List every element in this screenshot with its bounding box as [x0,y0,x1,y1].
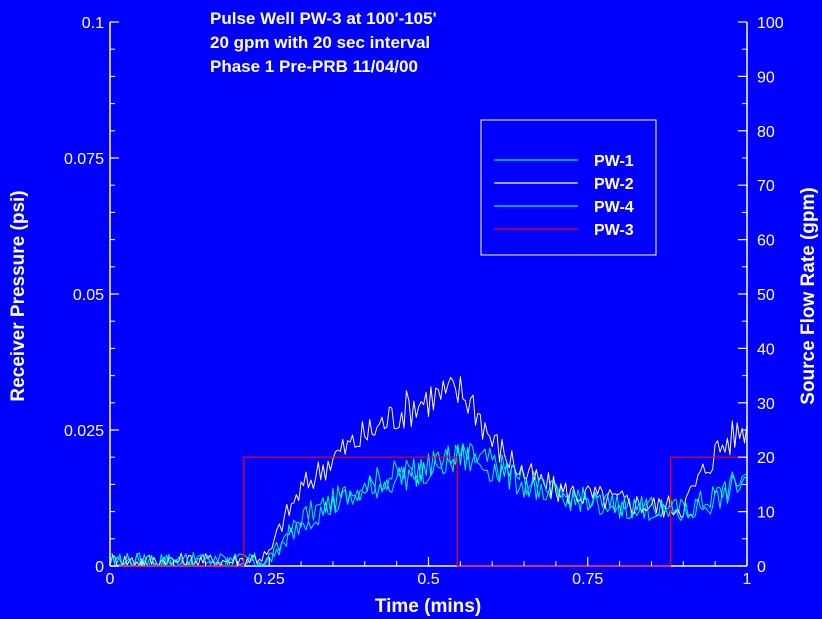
y-right-tick-label: 20 [757,450,775,467]
y-axis-left-label: Receiver Pressure (psi) [8,190,29,401]
x-tick-label: 1 [743,571,752,588]
chart-title-line-3: Phase 1 Pre-PRB 11/04/00 [210,57,418,76]
y-left-tick-label: 0 [95,559,104,576]
y-right-tick-label: 30 [757,396,775,413]
plot-frame [109,22,748,567]
y-right-tick-label: 60 [757,233,775,250]
chart-title-line-1: Pulse Well PW-3 at 100'-105' [210,9,437,28]
series-line-pw-2 [109,376,748,567]
legend-label-pw-4: PW-4 [594,199,634,216]
y-right-tick-label: 10 [757,505,775,522]
y-right-tick-label: 50 [757,287,775,304]
y-axis-right-label: Source Flow Rate (gpm) [798,187,819,404]
x-tick-label: 0 [106,571,115,588]
y-right-tick-label: 90 [757,69,775,86]
y-left-tick-label: 0.025 [64,423,104,440]
ticks-layer: 0 0.25 0.5 0.75 100.0250.050.0750.1010203040… [64,15,784,588]
x-tick-label: 0.5 [417,571,439,588]
y-left-tick-label: 0.05 [73,287,104,304]
y-right-tick-label: 100 [757,15,784,32]
y-left-tick-label: 0.075 [64,151,104,168]
legend-label-pw-1: PW-1 [594,153,634,170]
y-left-tick-label: 0.1 [82,15,104,32]
x-tick-label: 0.25 [254,571,285,588]
y-right-tick-label: 80 [757,124,775,141]
legend: PW-1 PW-2 PW-4 PW-3 [480,119,657,256]
x-axis-label: Time (mins) [375,596,481,617]
series-line-pw-1 [109,442,748,567]
y-right-tick-label: 70 [757,178,775,195]
legend-box [480,119,657,256]
y-right-tick-label: 40 [757,341,775,358]
legend-label-pw-3: PW-3 [594,222,634,239]
legend-label-pw-2: PW-2 [594,176,634,193]
legend-items: PW-1 PW-2 PW-4 PW-3 [494,153,634,239]
series-layer [109,376,748,567]
x-tick-label: 0.75 [572,571,603,588]
y-right-tick-label: 0 [757,559,766,576]
series-line-pw-4 [109,443,748,567]
series-line-pw-3 [110,456,747,567]
chart-title-line-2: 20 gpm with 20 sec interval [210,33,430,52]
